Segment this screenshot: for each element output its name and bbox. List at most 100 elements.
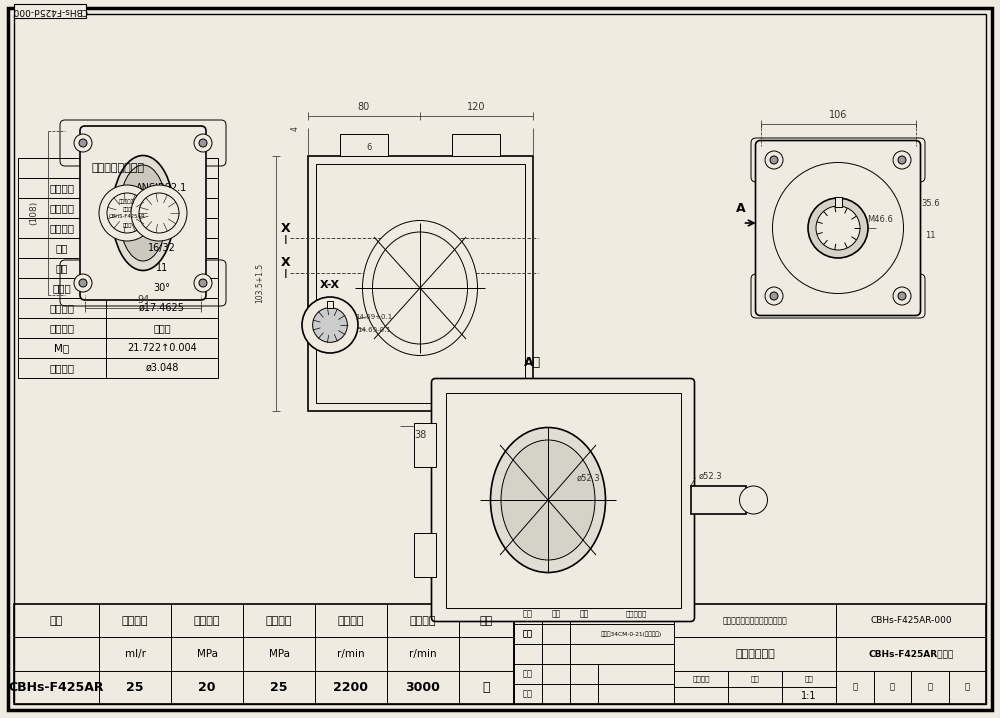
Circle shape: [74, 134, 92, 152]
Text: 配合类型: 配合类型: [50, 223, 74, 233]
Text: 渐开线花键参数表: 渐开线花键参数表: [92, 163, 144, 173]
Text: 型号: 型号: [50, 615, 63, 625]
Text: 5级精度: 5级精度: [150, 203, 174, 213]
Text: ø52.3: ø52.3: [576, 473, 600, 482]
Text: MPa: MPa: [268, 649, 290, 659]
FancyBboxPatch shape: [60, 120, 226, 166]
Text: CBHs-F425d-000: CBHs-F425d-000: [12, 6, 88, 16]
Text: 旋向: 旋向: [480, 615, 493, 625]
Text: CBHS-F425AR: CBHS-F425AR: [109, 215, 145, 220]
Text: 25: 25: [270, 681, 288, 694]
Text: 设计: 设计: [523, 630, 533, 638]
Text: M46.6: M46.6: [867, 215, 893, 225]
Text: 审核: 审核: [551, 610, 561, 618]
Text: 11: 11: [925, 231, 936, 241]
Text: 齿根形状: 齿根形状: [50, 323, 74, 333]
Circle shape: [765, 151, 783, 169]
Text: CBHs-F425AR: CBHs-F425AR: [9, 681, 104, 694]
Text: 描图: 描图: [523, 669, 533, 679]
Circle shape: [808, 198, 868, 258]
Text: 张: 张: [890, 683, 895, 692]
Ellipse shape: [490, 427, 606, 572]
Text: 径节: 径节: [56, 243, 68, 253]
Text: 比例: 比例: [805, 676, 814, 682]
Text: 103.5+1.5: 103.5+1.5: [255, 263, 264, 303]
Text: ø3.048: ø3.048: [145, 363, 179, 373]
Text: 节圆直径: 节圆直径: [50, 303, 74, 313]
Circle shape: [199, 279, 207, 287]
Text: 额定排量: 额定排量: [122, 615, 148, 625]
Text: 最高压力: 最高压力: [266, 615, 292, 625]
Text: 35.6: 35.6: [921, 198, 940, 208]
Bar: [414, 423, 436, 467]
Text: X: X: [281, 221, 290, 235]
Circle shape: [99, 185, 155, 241]
Text: 精度等级: 精度等级: [50, 203, 74, 213]
Text: 3000: 3000: [406, 681, 440, 694]
Bar: [514, 604, 986, 704]
Ellipse shape: [112, 156, 174, 271]
Text: 齿轮泵: 齿轮泵: [122, 223, 132, 228]
Text: 平齿根: 平齿根: [153, 323, 171, 333]
Circle shape: [74, 274, 92, 292]
Text: 设计: 设计: [523, 630, 533, 638]
Text: 共: 共: [852, 683, 857, 692]
Text: 14.69+0.1: 14.69+0.1: [355, 314, 393, 320]
Text: ø52.3: ø52.3: [699, 472, 722, 480]
Text: 106: 106: [829, 110, 847, 119]
Bar: [18, 158, 218, 378]
Bar: [340, 134, 388, 156]
Circle shape: [107, 193, 147, 233]
FancyBboxPatch shape: [432, 378, 694, 622]
Text: MPa: MPa: [196, 649, 218, 659]
Text: 图纸文件号: 图纸文件号: [625, 611, 647, 617]
Text: 拟制: 拟制: [523, 610, 533, 618]
Circle shape: [194, 274, 212, 292]
FancyBboxPatch shape: [751, 274, 925, 318]
Text: 1:1: 1:1: [801, 691, 817, 701]
Text: 第: 第: [927, 683, 932, 692]
Text: 贵州博钧华盛液压科技有限公司: 贵州博钧华盛液压科技有限公司: [723, 616, 787, 625]
Bar: [414, 533, 436, 577]
Circle shape: [199, 139, 207, 147]
Circle shape: [816, 206, 860, 250]
Text: 宽度: 宽度: [751, 676, 759, 682]
Text: 6: 6: [366, 143, 371, 152]
Text: 右: 右: [483, 681, 490, 694]
Text: 16/32: 16/32: [148, 243, 176, 253]
Text: 30°: 30°: [154, 283, 170, 293]
Text: r/min: r/min: [337, 649, 365, 659]
Ellipse shape: [119, 165, 167, 261]
Circle shape: [79, 139, 87, 147]
Text: 工艺: 工艺: [523, 689, 533, 699]
Bar: [452, 134, 500, 156]
Circle shape: [139, 193, 179, 233]
Text: 120: 120: [467, 101, 486, 111]
Text: 4: 4: [291, 126, 300, 131]
Text: 内容文34CM-0-21(新版优化): 内容文34CM-0-21(新版优化): [601, 631, 662, 637]
Text: 最高转速: 最高转速: [410, 615, 436, 625]
Text: 94: 94: [137, 295, 149, 305]
Circle shape: [302, 297, 358, 353]
Text: 11: 11: [156, 263, 168, 273]
Circle shape: [893, 287, 911, 305]
Text: 80: 80: [358, 101, 370, 111]
Text: ø17.4625: ø17.4625: [139, 303, 185, 313]
Circle shape: [79, 279, 87, 287]
Bar: [446, 393, 680, 607]
Text: 渐开线花键: 渐开线花键: [119, 198, 135, 203]
Text: r/min: r/min: [409, 649, 437, 659]
Circle shape: [898, 156, 906, 164]
Text: I: I: [284, 269, 287, 281]
Bar: [316, 164, 524, 403]
Text: A: A: [736, 202, 745, 215]
FancyBboxPatch shape: [756, 141, 920, 315]
Circle shape: [898, 292, 906, 300]
Text: A向: A向: [524, 356, 542, 369]
Text: 14.69-0.1: 14.69-0.1: [357, 327, 391, 333]
Text: M值: M值: [54, 343, 70, 353]
Text: 外连接尺寸图: 外连接尺寸图: [735, 649, 775, 659]
Text: X: X: [281, 256, 290, 269]
Text: ml/r: ml/r: [124, 649, 146, 659]
Bar: [14, 4, 86, 18]
